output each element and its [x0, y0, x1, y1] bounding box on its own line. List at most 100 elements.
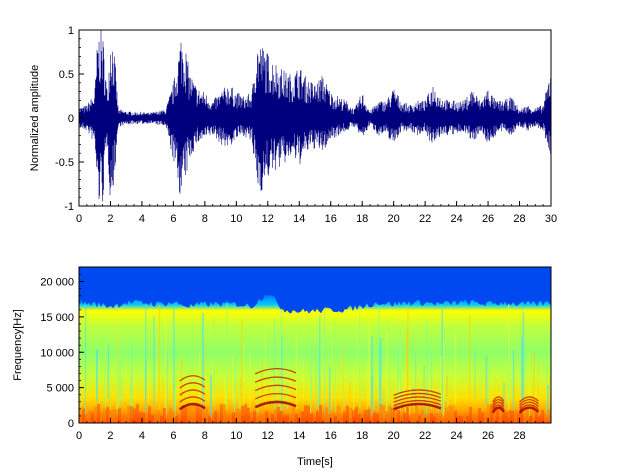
spectrogram-low-band-cell [544, 413, 547, 423]
spectrogram-low-band-cell [214, 411, 217, 423]
spectrogram-harmonic [254, 376, 297, 383]
waveform-line [79, 30, 551, 202]
spectrogram-low-band-cell [529, 416, 532, 423]
spectrogram-harmonic [491, 406, 505, 414]
spectrogram-x-tick-label: 16 [325, 430, 337, 442]
spectrogram-low-band-cell [121, 415, 124, 423]
spectrogram-low-band-cell [370, 415, 373, 423]
spectrogram-low-band-cell [103, 408, 106, 423]
waveform-x-tick-label: 30 [545, 213, 557, 225]
spectrogram-harmonic [519, 399, 539, 406]
waveform-x-tick-label: 12 [262, 213, 274, 225]
spectrogram-harmonic [492, 404, 505, 411]
spectrogram-low-band-cell [490, 404, 493, 423]
spectrogram-low-band-cell [97, 404, 100, 423]
spectrogram-low-band-cell [535, 410, 538, 423]
spectrogram-y-axis: 0 5 000 10 000 15 000 20 000 [40, 266, 84, 430]
spectrogram-low-band-cell [205, 407, 208, 423]
spectrogram-harmonic [393, 392, 442, 400]
waveform-x-tick-label: 0 [76, 213, 82, 225]
spectrogram-low-band-cell [298, 411, 301, 423]
spectrogram-low-band-cell [130, 406, 133, 423]
spectrogram-low-band-cell [148, 406, 151, 423]
spectrogram-low-band-cell [526, 405, 529, 423]
spectrogram-x-tick-label: 10 [230, 430, 242, 442]
spectrogram-low-band-cell [376, 413, 379, 423]
spectrogram-low-band-cell [184, 406, 187, 423]
spectrogram-low-band-cell [115, 409, 118, 423]
spectrogram-low-band-cell [343, 411, 346, 423]
spectrogram-low-band-cell [166, 416, 169, 423]
spectrogram-x-label: Time[s] [297, 456, 333, 468]
spectrogram-y-tick-label: 20 000 [40, 277, 74, 289]
spectrogram-low-band-cell [430, 413, 433, 423]
waveform-y-tick-label: -1 [64, 201, 74, 213]
spectrogram-low-band-cell [400, 415, 403, 423]
spectrogram-low-band-cell [145, 413, 148, 423]
spectrogram-low-band-cell [256, 412, 259, 423]
spectrogram-harmonic [519, 396, 539, 403]
spectrogram-low-band-cell [349, 407, 352, 423]
spectrogram-low-band-cell [484, 412, 487, 423]
spectrogram-low-band-cell [202, 404, 205, 423]
waveform-series [79, 30, 551, 202]
spectrogram-low-band-cell [100, 412, 103, 423]
spectrogram-low-band-cell [79, 413, 82, 423]
spectrogram-low-band-cell [460, 416, 463, 423]
spectrogram-low-band-cell [514, 409, 517, 423]
waveform-y-tick-label: -0.5 [55, 157, 74, 169]
spectrogram-low-band-cell [154, 413, 157, 423]
spectrogram-low-band-cell [310, 412, 313, 423]
spectrogram-low-band-cell [265, 411, 268, 423]
spectrogram-low-band-cell [394, 406, 397, 423]
spectrogram-low-band-cell [307, 405, 310, 423]
spectrogram-low-band-cell [373, 412, 376, 423]
spectrogram-low-band-cell [499, 405, 502, 423]
spectrogram-low-band-cell [82, 408, 85, 423]
spectrogram-low-band-cell [457, 415, 460, 423]
spectrogram-low-band-cell [259, 416, 262, 423]
spectrogram-harmonic [518, 406, 540, 414]
spectrogram-low-band-cell [295, 413, 298, 423]
waveform-x-tick-label: 10 [230, 213, 242, 225]
spectrogram-low-band-cell [466, 415, 469, 423]
spectrogram-x-tick-label: 6 [170, 430, 176, 442]
spectrogram-harmonic [254, 400, 297, 409]
waveform-y-tick-label: 0 [68, 113, 74, 125]
spectrogram-low-band-cell [133, 408, 136, 423]
spectrogram-low-band-cell [199, 408, 202, 423]
spectrogram-low-band-cell [340, 415, 343, 423]
spectrogram-y-label: Frequency[Hz] [12, 309, 24, 381]
spectrogram-harmonic [393, 402, 442, 411]
spectrogram-low-band-cell [469, 406, 472, 423]
spectrogram-low-band-cell [487, 404, 490, 423]
spectrogram-low-band-cell [493, 411, 496, 423]
waveform-y-axis: 1 0.5 0 -0.5 -1 [55, 25, 84, 213]
spectrogram-low-band-cell [301, 411, 304, 423]
spectrogram-low-band-cell [415, 405, 418, 423]
spectrogram-low-band-cell [217, 412, 220, 423]
spectrogram-harmonic [179, 382, 206, 389]
waveform-y-tick-label: 0.5 [59, 69, 74, 81]
spectrogram-low-band-cell [124, 416, 127, 423]
spectrogram-harmonic [179, 375, 206, 382]
spectrogram-x-tick-label: 2 [107, 430, 113, 442]
spectrogram-x-tick-label: 24 [450, 430, 462, 442]
waveform-x-tick-label: 28 [513, 213, 525, 225]
spectrogram-low-band-cell [172, 411, 175, 423]
spectrogram-low-band-cell [463, 412, 466, 423]
spectrogram-low-band-cell [547, 409, 550, 423]
spectrogram-harmonic [393, 396, 442, 403]
spectrogram-low-band-cell [175, 416, 178, 423]
spectrogram-low-band-cell [178, 414, 181, 423]
spectrogram-low-band-cell [409, 414, 412, 423]
spectrogram-low-band-cell [508, 410, 511, 423]
spectrogram-low-band-cell [304, 405, 307, 423]
spectrogram-harmonic-bursts [178, 368, 540, 414]
spectrogram-harmonic [179, 396, 206, 403]
spectrogram-low-band-cell [286, 415, 289, 423]
spectrogram-low-band-cell [262, 415, 265, 423]
spectrogram-x-tick-label: 14 [293, 430, 305, 442]
spectrogram-harmonic [254, 368, 297, 375]
